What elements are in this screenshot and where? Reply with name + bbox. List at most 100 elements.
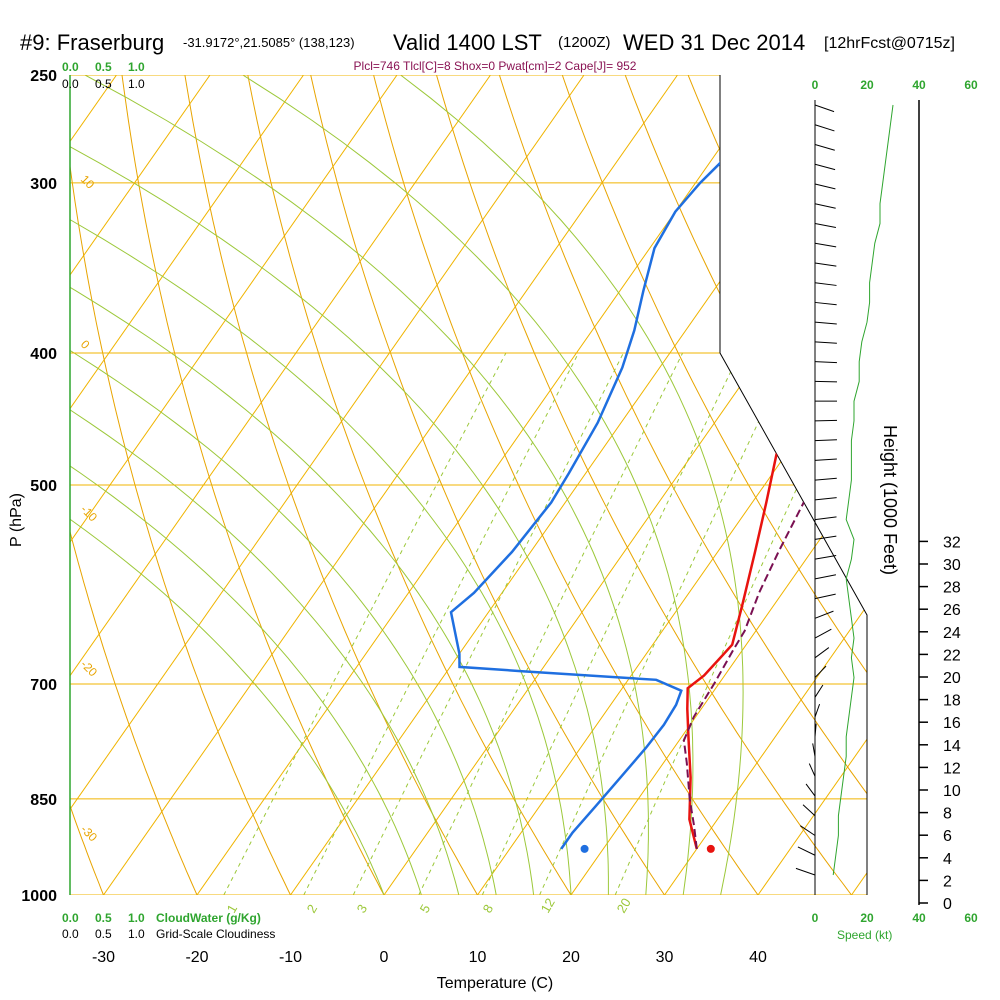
- pressure-tick-label: 300: [30, 176, 57, 193]
- dry-adiabat-label: -20: [78, 657, 100, 679]
- wind-speed-line: [832, 104, 894, 876]
- isotherm-line: [851, 75, 867, 895]
- height-tick-label: 10: [943, 783, 961, 800]
- height-tick-label: 2: [943, 873, 952, 890]
- moist-adiabat-line: [70, 75, 385, 895]
- cloudiness-tick: 0.5: [95, 77, 112, 91]
- height-tick-label: 0: [943, 896, 952, 913]
- wind-barb: [814, 574, 837, 580]
- height-tick-label: 20: [943, 670, 961, 687]
- pressure-tick-label: 500: [30, 478, 57, 495]
- moist-adiabat-line: [70, 75, 422, 895]
- title-forecast: [12hrFcst@0715z]: [824, 35, 955, 52]
- mixing-ratio-label: 20: [614, 895, 634, 915]
- height-tick-label: 18: [943, 693, 961, 710]
- wind-barb: [814, 301, 837, 306]
- wind-barb: [814, 144, 835, 151]
- wind-barb: [814, 124, 835, 132]
- cloudiness-tick: 0.0: [62, 77, 79, 91]
- title-date: WED 31 Dec 2014: [623, 30, 805, 55]
- dry-adiabat-line: [0, 75, 10, 895]
- dry-adiabat-line: [70, 75, 291, 895]
- cloud-water-label: CloudWater (g/Kg): [156, 911, 261, 925]
- wind-barb: [800, 825, 816, 836]
- wind-barb: [814, 282, 837, 286]
- wind-barb: [814, 647, 830, 659]
- moist-adiabat-line: [70, 75, 497, 895]
- cloud-scale-bottom: 0.0 0.5 1.0 CloudWater (g/Kg) 0.0 0.5 1.…: [62, 911, 275, 941]
- wind-barb: [814, 723, 817, 737]
- moist-adiabat-line: [70, 75, 535, 895]
- height-tick-label: 28: [943, 580, 961, 597]
- wind-barb: [814, 516, 837, 521]
- cloud-water-tick: 0.5: [95, 60, 112, 74]
- dry-adiabat-line: [813, 75, 867, 895]
- mixing-ratio-label: 5: [417, 902, 434, 916]
- cloudiness-tick: 0.0: [62, 927, 79, 941]
- wind-barb: [814, 262, 837, 267]
- pressure-tick-label: 1000: [21, 888, 57, 905]
- wind-barb: [814, 535, 837, 540]
- mixing-ratio-line: [352, 352, 624, 895]
- mixing-ratio-line: [539, 352, 792, 895]
- dry-adiabat-line: [436, 75, 852, 895]
- isotherm-line: [757, 75, 867, 895]
- sounding-profiles: [449, 115, 867, 850]
- wind-barb: [812, 743, 816, 757]
- wind-barb: [814, 361, 837, 364]
- speed-tick-label: 60: [964, 78, 978, 92]
- dry-adiabat-label: 0: [78, 337, 93, 352]
- surface-dewpoint-point: [580, 844, 589, 853]
- wind-barb: [802, 804, 816, 817]
- cloud-water-tick: 0.0: [62, 60, 79, 74]
- wind-barb: [814, 610, 834, 619]
- wind-barb: [814, 477, 837, 481]
- temperature-tick-label: -10: [279, 949, 302, 966]
- height-tick-label: 32: [943, 534, 961, 551]
- mixing-ratio-label: 12: [538, 895, 558, 915]
- dry-adiabat-label: 10: [78, 172, 98, 192]
- isotherm-line: [0, 75, 23, 895]
- wind-barb: [814, 163, 836, 171]
- moist-adiabat-line: [84, 75, 649, 895]
- wind-barb: [814, 242, 837, 248]
- height-tick-label: 6: [943, 828, 952, 845]
- wind-barb: [795, 867, 816, 876]
- wind-barb: [814, 183, 836, 190]
- cloudiness-tick: 1.0: [128, 927, 145, 941]
- moist-adiabat-line: [70, 75, 609, 895]
- y-axis-title: P (hPa): [8, 493, 25, 547]
- speed-tick-label: 60: [964, 911, 978, 925]
- cloud-water-tick: 1.0: [128, 60, 145, 74]
- height-tick-label: 14: [943, 738, 961, 755]
- isotherm-line: [664, 75, 867, 895]
- dry-adiabat-line: [498, 75, 867, 895]
- mixing-ratio-label: 3: [354, 902, 371, 916]
- height-tick-label: 26: [943, 602, 961, 619]
- wind-barb: [814, 458, 837, 461]
- pressure-tick-label: 850: [30, 792, 57, 809]
- wind-barb: [814, 203, 836, 209]
- wind-barb: [814, 703, 821, 718]
- wind-barb: [814, 497, 837, 501]
- cloud-water-tick: 1.0: [128, 911, 145, 925]
- temperature-tick-label: 30: [656, 949, 674, 966]
- cloud-water-tick: 0.0: [62, 911, 79, 925]
- title-coords: -31.9172°,21.5085° (138,123): [183, 35, 355, 50]
- isotherm-line: [70, 75, 211, 895]
- speed-tick-label: 20: [860, 78, 874, 92]
- pressure-tick-label: 250: [30, 68, 57, 85]
- height-tick-label: 8: [943, 806, 952, 823]
- cloudiness-label: Grid-Scale Cloudiness: [156, 927, 275, 941]
- moist-adiabat-label: 10: [747, 363, 775, 391]
- cloud-scale-top: 0.0 0.5 1.0 0.0 0.5 1.0: [62, 60, 145, 91]
- wind-barb: [814, 439, 837, 442]
- wind-barb: [814, 104, 835, 113]
- wind-barb: [814, 222, 837, 229]
- cloudiness-tick: 1.0: [128, 77, 145, 91]
- temperature-tick-label: -30: [92, 949, 115, 966]
- wind-barb: [814, 554, 837, 560]
